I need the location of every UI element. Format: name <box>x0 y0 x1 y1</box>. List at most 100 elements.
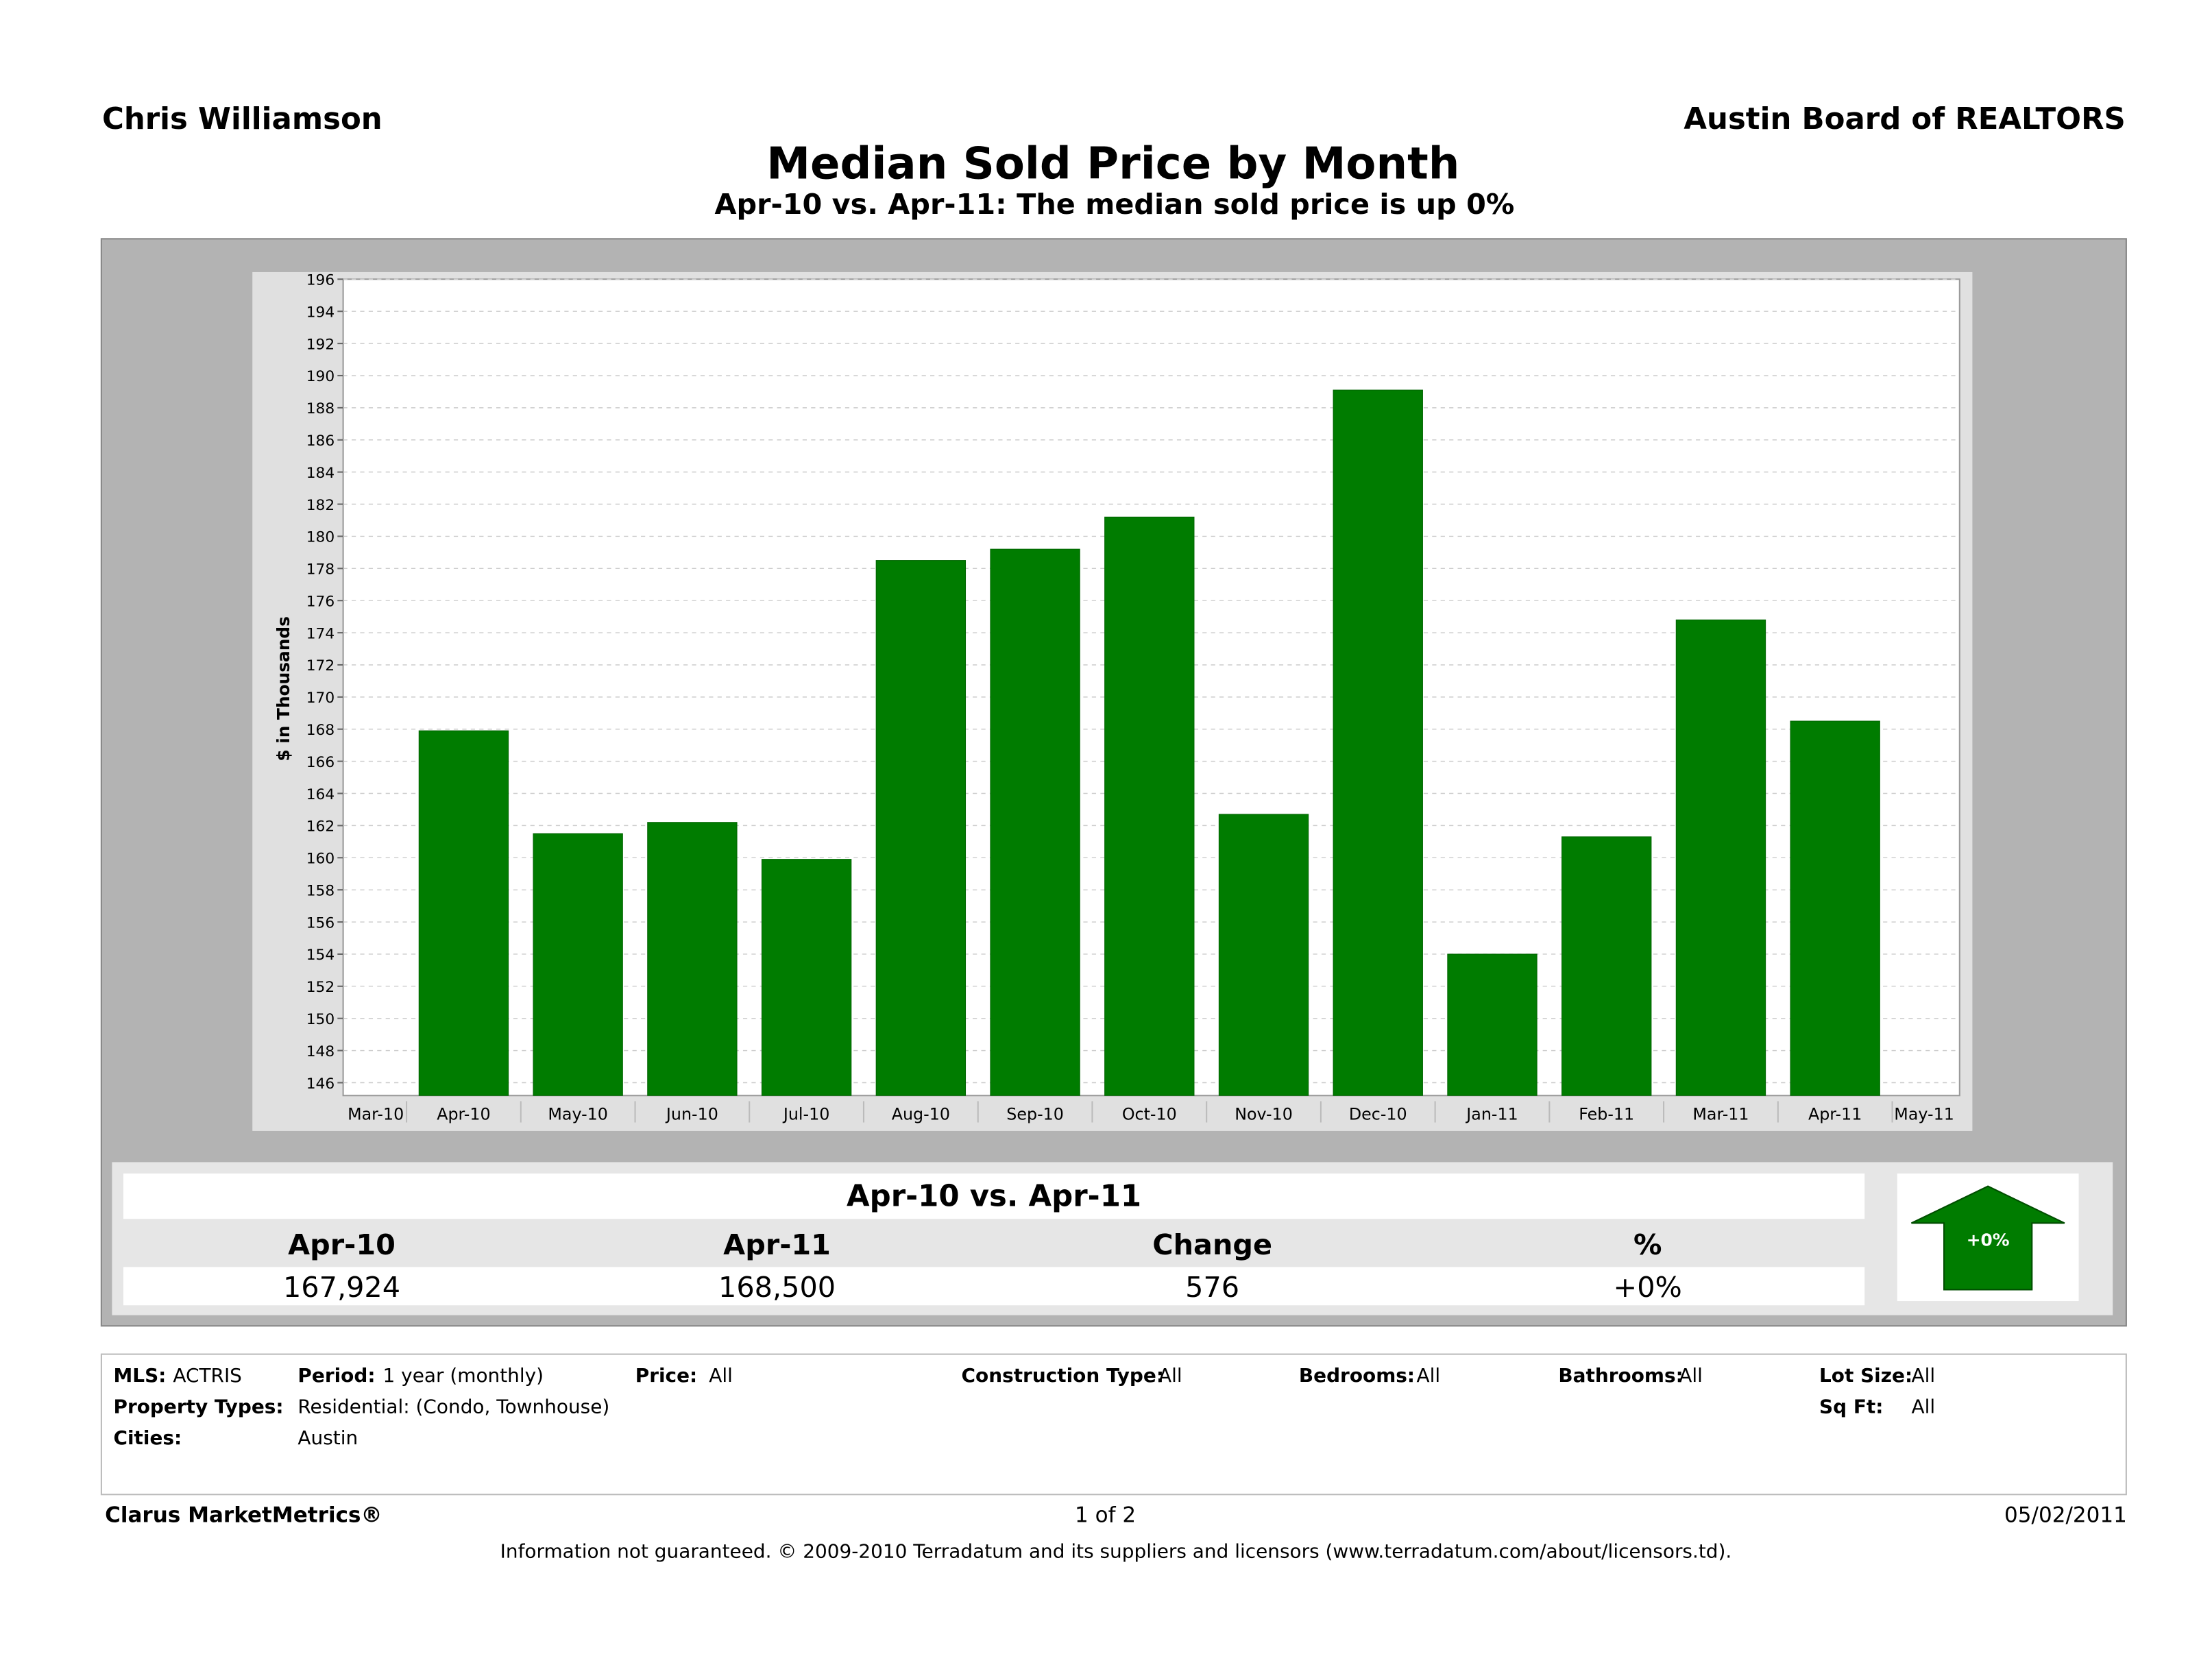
period-value: 1 year (monthly) <box>382 1365 544 1388</box>
lot-size-value: All <box>1911 1365 1936 1388</box>
x-tick-label: Sep-10 <box>1006 1104 1064 1123</box>
summary-heading-row: Apr-10 vs. Apr-11 <box>123 1173 1865 1219</box>
mls-label: MLS: <box>113 1365 167 1388</box>
bar-sep-10 <box>990 548 1080 1096</box>
y-tick-label: 152 <box>306 979 335 996</box>
y-tick-label: 192 <box>306 336 335 353</box>
y-tick-label: 170 <box>306 690 335 707</box>
bar-may-10 <box>533 833 623 1096</box>
report-date: 05/02/2011 <box>2004 1502 2127 1528</box>
y-tick-label: 188 <box>306 400 335 417</box>
x-tick-label: Feb-11 <box>1579 1104 1634 1123</box>
bar-dec-10 <box>1333 389 1423 1096</box>
y-tick-label: 150 <box>306 1011 335 1028</box>
y-tick-label: 196 <box>306 272 335 289</box>
summary-col-percent: % <box>1633 1227 1662 1262</box>
y-tick-label: 162 <box>306 818 335 836</box>
x-tick-label: Mar-10 <box>348 1104 404 1123</box>
x-tick-label: Aug-10 <box>892 1104 950 1123</box>
y-tick-label: 156 <box>306 914 335 932</box>
y-tick-label: 148 <box>306 1043 335 1060</box>
agent-name: Chris Williamson <box>101 101 382 136</box>
summary-values-row <box>123 1267 1865 1306</box>
price-value: All <box>709 1365 733 1388</box>
mls-value: ACTRIS <box>173 1365 242 1388</box>
x-tick-label: Jun-10 <box>665 1104 718 1123</box>
construction-value: All <box>1158 1365 1182 1388</box>
y-tick-label: 176 <box>306 593 335 610</box>
property-types-label: Property Types: <box>113 1396 284 1419</box>
summary-value-percent: +0% <box>1613 1269 1682 1304</box>
x-tick-label: Apr-11 <box>1808 1104 1862 1123</box>
y-axis-label: $ in Thousands <box>274 616 293 762</box>
y-tick-label: 164 <box>306 786 335 803</box>
x-tick-label: May-11 <box>1894 1104 1954 1123</box>
x-tick-label: Jan-11 <box>1465 1104 1518 1123</box>
x-tick-label: Oct-10 <box>1122 1104 1177 1123</box>
badge-text: +0% <box>1967 1230 2010 1250</box>
y-tick-label: 174 <box>306 625 335 642</box>
sqft-label: Sq Ft: <box>1819 1396 1884 1419</box>
x-tick-label: Nov-10 <box>1235 1104 1293 1123</box>
arrow-up-icon: +0% <box>1911 1185 2065 1291</box>
bar-feb-11 <box>1561 836 1652 1096</box>
y-tick-label: 154 <box>306 947 335 964</box>
change-badge: +0% <box>1897 1173 2079 1302</box>
summary-heading: Apr-10 vs. Apr-11 <box>846 1179 1142 1213</box>
disclaimer: Information not guaranteed. © 2009-2010 … <box>500 1540 1732 1564</box>
sqft-value: All <box>1911 1396 1936 1419</box>
x-tick-label: Mar-11 <box>1692 1104 1749 1123</box>
bathrooms-label: Bathrooms: <box>1558 1365 1684 1388</box>
y-tick-label: 158 <box>306 882 335 899</box>
y-tick-label: 190 <box>306 368 335 385</box>
filters-panel: MLS: ACTRIS Period: 1 year (monthly) Pri… <box>100 1353 2127 1496</box>
bar-apr-10 <box>418 730 509 1096</box>
y-tick-label: 194 <box>306 304 335 321</box>
bar-oct-10 <box>1104 516 1195 1096</box>
bar-nov-10 <box>1218 814 1309 1096</box>
bar-jul-10 <box>761 859 852 1096</box>
property-types-value: Residential: (Condo, Townhouse) <box>297 1396 610 1419</box>
bar-aug-10 <box>875 560 967 1096</box>
bar-jan-11 <box>1447 953 1538 1096</box>
summary-value-apr11: 168,500 <box>718 1269 836 1304</box>
bedrooms-value: All <box>1416 1365 1441 1388</box>
construction-label: Construction Type: <box>961 1365 1165 1388</box>
period-label: Period: <box>297 1365 376 1388</box>
x-tick-label: Dec-10 <box>1349 1104 1407 1123</box>
y-tick-label: 182 <box>306 497 335 514</box>
chart-subtitle: Apr-10 vs. Apr-11: The median sold price… <box>714 186 1515 221</box>
lot-size-label: Lot Size: <box>1819 1365 1913 1388</box>
x-tick-label: May-10 <box>548 1104 608 1123</box>
y-tick-label: 178 <box>306 561 335 579</box>
summary-value-apr10: 167,924 <box>282 1269 401 1304</box>
y-tick-label: 172 <box>306 657 335 674</box>
y-tick-label: 168 <box>306 722 335 739</box>
bar-apr-11 <box>1790 720 1880 1096</box>
page-number: 1 of 2 <box>1074 1502 1137 1528</box>
x-tick-label: Jul-10 <box>782 1104 830 1123</box>
y-tick-label: 166 <box>306 754 335 771</box>
y-tick-label: 180 <box>306 529 335 546</box>
summary-col-apr11: Apr-11 <box>723 1227 831 1262</box>
price-label: Price: <box>635 1365 698 1388</box>
y-tick-label: 186 <box>306 433 335 450</box>
y-tick-label: 160 <box>306 851 335 868</box>
board-name: Austin Board of REALTORS <box>1684 101 2126 136</box>
summary-col-change: Change <box>1152 1227 1273 1262</box>
bedrooms-label: Bedrooms: <box>1298 1365 1415 1388</box>
y-tick-label: 184 <box>306 465 335 482</box>
chart-title: Median Sold Price by Month <box>766 138 1460 191</box>
summary-value-change: 576 <box>1185 1269 1240 1304</box>
cities-label: Cities: <box>113 1427 182 1450</box>
bar-mar-11 <box>1675 619 1766 1096</box>
bar-jun-10 <box>647 822 738 1096</box>
footer-brand: Clarus MarketMetrics® <box>105 1502 382 1528</box>
y-tick-label: 146 <box>306 1075 335 1093</box>
bar-chart: 146 148 150 152 154 156 158 160 162 164 166 168 170 1… <box>274 272 1960 1123</box>
bathrooms-value: All <box>1679 1365 1703 1388</box>
cities-value: Austin <box>297 1427 358 1450</box>
x-tick-label: Apr-10 <box>437 1104 490 1123</box>
summary-col-apr10: Apr-10 <box>288 1227 396 1262</box>
